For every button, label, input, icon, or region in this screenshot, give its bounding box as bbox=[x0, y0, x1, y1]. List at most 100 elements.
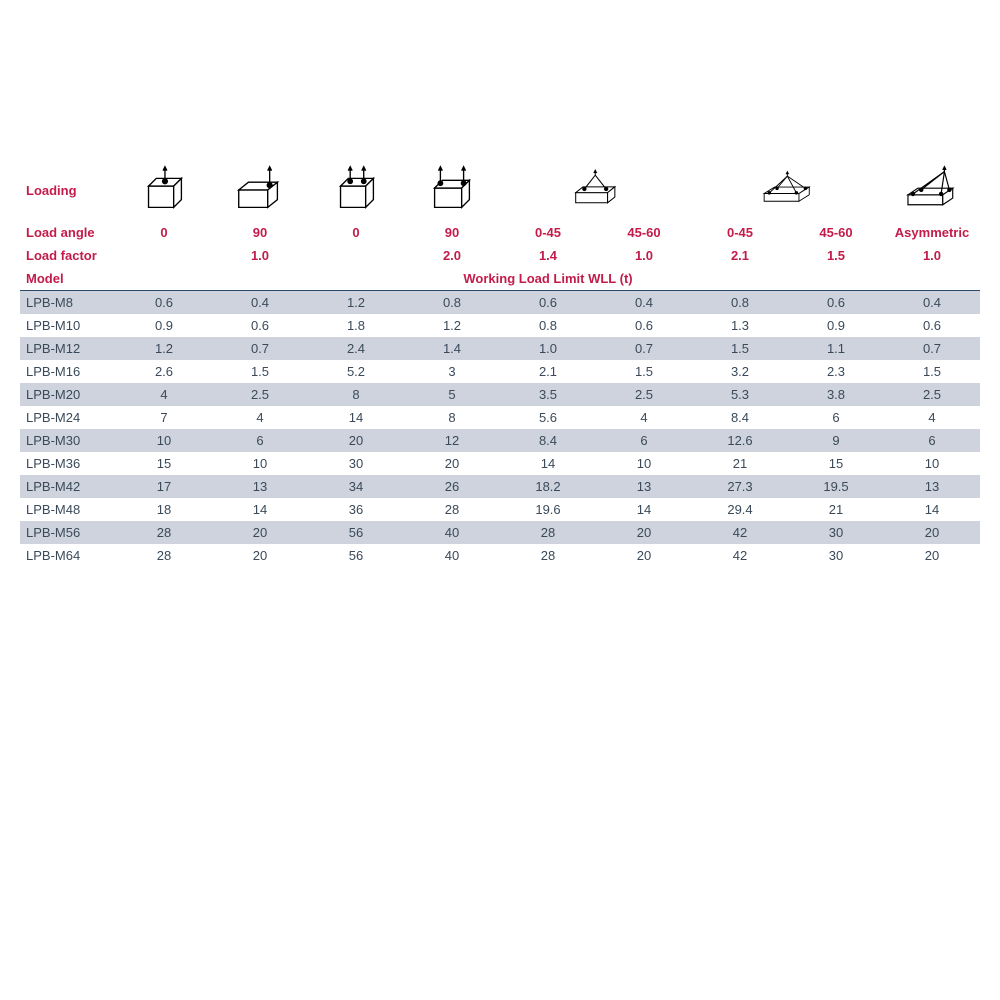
value-cell: 28 bbox=[116, 521, 212, 544]
value-cell: 28 bbox=[404, 498, 500, 521]
value-cell: 1.5 bbox=[596, 360, 692, 383]
angle-7: 45-60 bbox=[788, 221, 884, 244]
value-cell: 1.5 bbox=[884, 360, 980, 383]
value-cell: 1.2 bbox=[404, 314, 500, 337]
value-cell: 56 bbox=[308, 544, 404, 567]
value-cell: 18.2 bbox=[500, 475, 596, 498]
angle-5: 45-60 bbox=[596, 221, 692, 244]
value-cell: 2.3 bbox=[788, 360, 884, 383]
value-cell: 14 bbox=[884, 498, 980, 521]
value-cell: 3.5 bbox=[500, 383, 596, 406]
model-cell: LPB-M48 bbox=[20, 498, 116, 521]
table-row: LPB-M100.90.61.81.20.80.61.30.90.6 bbox=[20, 314, 980, 337]
table-row: LPB-M64282056402820423020 bbox=[20, 544, 980, 567]
angle-4: 0-45 bbox=[500, 221, 596, 244]
value-cell: 2.5 bbox=[884, 383, 980, 406]
value-cell: 3.8 bbox=[788, 383, 884, 406]
value-cell: 20 bbox=[212, 544, 308, 567]
value-cell: 5.3 bbox=[692, 383, 788, 406]
value-cell: 12 bbox=[404, 429, 500, 452]
value-cell: 5 bbox=[404, 383, 500, 406]
value-cell: 2.5 bbox=[212, 383, 308, 406]
value-cell: 28 bbox=[500, 544, 596, 567]
table-row: LPB-M121.20.72.41.41.00.71.51.10.7 bbox=[20, 337, 980, 360]
load-icon-single-side-90 bbox=[212, 160, 308, 221]
value-cell: 10 bbox=[212, 452, 308, 475]
value-cell: 30 bbox=[788, 521, 884, 544]
value-cell: 30 bbox=[788, 544, 884, 567]
model-cell: LPB-M30 bbox=[20, 429, 116, 452]
value-cell: 15 bbox=[116, 452, 212, 475]
value-cell: 6 bbox=[884, 429, 980, 452]
model-cell: LPB-M24 bbox=[20, 406, 116, 429]
load-table-container: Loading bbox=[0, 0, 1000, 567]
table-row: LPB-M3010620128.4612.696 bbox=[20, 429, 980, 452]
load-icon-single-top-vertical bbox=[116, 160, 212, 221]
table-row: LPB-M2042.5853.52.55.33.82.5 bbox=[20, 383, 980, 406]
value-cell: 18 bbox=[116, 498, 212, 521]
table-row: LPB-M56282056402820423020 bbox=[20, 521, 980, 544]
value-cell: 9 bbox=[788, 429, 884, 452]
value-cell: 20 bbox=[404, 452, 500, 475]
value-cell: 15 bbox=[788, 452, 884, 475]
table-row: LPB-M36151030201410211510 bbox=[20, 452, 980, 475]
value-cell: 14 bbox=[596, 498, 692, 521]
value-cell: 13 bbox=[212, 475, 308, 498]
value-cell: 30 bbox=[308, 452, 404, 475]
factor-1: 1.0 bbox=[212, 244, 308, 267]
value-cell: 3.2 bbox=[692, 360, 788, 383]
factor-2 bbox=[308, 244, 404, 267]
factor-8: 1.0 bbox=[884, 244, 980, 267]
load-limit-table: Loading bbox=[20, 160, 980, 567]
value-cell: 28 bbox=[500, 521, 596, 544]
value-cell: 1.4 bbox=[404, 337, 500, 360]
model-cell: LPB-M64 bbox=[20, 544, 116, 567]
value-cell: 8 bbox=[404, 406, 500, 429]
loading-label: Loading bbox=[20, 160, 116, 221]
model-cell: LPB-M10 bbox=[20, 314, 116, 337]
value-cell: 0.8 bbox=[404, 291, 500, 315]
factor-3: 2.0 bbox=[404, 244, 500, 267]
value-cell: 1.2 bbox=[116, 337, 212, 360]
value-cell: 20 bbox=[596, 544, 692, 567]
value-cell: 1.8 bbox=[308, 314, 404, 337]
wll-label: Working Load Limit WLL (t) bbox=[116, 267, 980, 291]
model-cell: LPB-M20 bbox=[20, 383, 116, 406]
value-cell: 1.0 bbox=[500, 337, 596, 360]
value-cell: 1.1 bbox=[788, 337, 884, 360]
value-cell: 6 bbox=[212, 429, 308, 452]
value-cell: 0.8 bbox=[500, 314, 596, 337]
value-cell: 5.2 bbox=[308, 360, 404, 383]
value-cell: 10 bbox=[116, 429, 212, 452]
value-cell: 21 bbox=[788, 498, 884, 521]
load-angle-label: Load angle bbox=[20, 221, 116, 244]
table-row: LPB-M481814362819.61429.42114 bbox=[20, 498, 980, 521]
angle-8: Asymmetric bbox=[884, 221, 980, 244]
angle-3: 90 bbox=[404, 221, 500, 244]
load-icon-asymmetric bbox=[884, 160, 980, 221]
value-cell: 19.5 bbox=[788, 475, 884, 498]
table-row: LPB-M421713342618.21327.319.513 bbox=[20, 475, 980, 498]
table-body: LPB-M80.60.41.20.80.60.40.80.60.4LPB-M10… bbox=[20, 291, 980, 568]
value-cell: 13 bbox=[596, 475, 692, 498]
factor-4: 1.4 bbox=[500, 244, 596, 267]
value-cell: 0.6 bbox=[884, 314, 980, 337]
value-cell: 0.6 bbox=[212, 314, 308, 337]
value-cell: 2.4 bbox=[308, 337, 404, 360]
value-cell: 8.4 bbox=[692, 406, 788, 429]
value-cell: 0.8 bbox=[692, 291, 788, 315]
value-cell: 3 bbox=[404, 360, 500, 383]
load-factor-row: Load factor 1.0 2.0 1.4 1.0 2.1 1.5 1.0 bbox=[20, 244, 980, 267]
value-cell: 4 bbox=[596, 406, 692, 429]
value-cell: 10 bbox=[596, 452, 692, 475]
model-cell: LPB-M16 bbox=[20, 360, 116, 383]
value-cell: 1.5 bbox=[212, 360, 308, 383]
value-cell: 10 bbox=[884, 452, 980, 475]
value-cell: 0.7 bbox=[596, 337, 692, 360]
value-cell: 26 bbox=[404, 475, 500, 498]
model-cell: LPB-M42 bbox=[20, 475, 116, 498]
value-cell: 17 bbox=[116, 475, 212, 498]
value-cell: 2.1 bbox=[500, 360, 596, 383]
table-row: LPB-M80.60.41.20.80.60.40.80.60.4 bbox=[20, 291, 980, 315]
value-cell: 0.4 bbox=[596, 291, 692, 315]
